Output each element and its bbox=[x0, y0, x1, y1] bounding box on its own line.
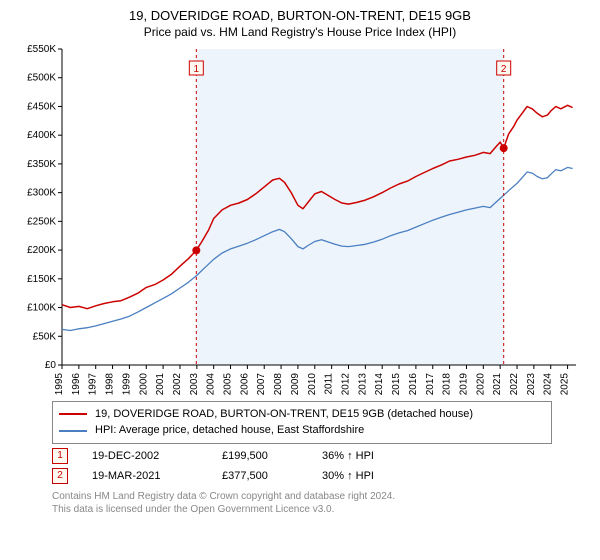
svg-text:£200K: £200K bbox=[27, 245, 56, 256]
svg-text:£0: £0 bbox=[45, 360, 57, 371]
chart-area: £0 £50K £100K £150K £200K £250K £300K £350K £400… bbox=[20, 45, 580, 395]
svg-text:2005: 2005 bbox=[223, 372, 234, 394]
svg-text:£450K: £450K bbox=[27, 101, 56, 112]
legend-swatch bbox=[59, 430, 87, 432]
footer-line1: Contains HM Land Registry data © Crown c… bbox=[52, 490, 590, 503]
svg-text:2006: 2006 bbox=[239, 372, 250, 394]
svg-text:2010: 2010 bbox=[307, 372, 318, 394]
svg-text:£150K: £150K bbox=[27, 274, 56, 285]
legend-row: 19, DOVERIDGE ROAD, BURTON-ON-TRENT, DE1… bbox=[59, 406, 545, 423]
svg-text:2011: 2011 bbox=[324, 372, 335, 394]
sale-marker-badge: 1 bbox=[52, 448, 68, 464]
svg-text:2007: 2007 bbox=[256, 372, 267, 394]
svg-text:2014: 2014 bbox=[374, 372, 385, 394]
svg-text:2016: 2016 bbox=[408, 372, 419, 394]
svg-text:2008: 2008 bbox=[273, 372, 284, 394]
svg-text:2020: 2020 bbox=[475, 372, 486, 394]
svg-text:2009: 2009 bbox=[290, 372, 301, 394]
svg-text:2000: 2000 bbox=[138, 372, 149, 394]
svg-text:2019: 2019 bbox=[458, 372, 469, 394]
svg-text:£250K: £250K bbox=[27, 216, 56, 227]
svg-text:2003: 2003 bbox=[189, 372, 200, 394]
svg-text:2018: 2018 bbox=[442, 372, 453, 394]
footer: Contains HM Land Registry data © Crown c… bbox=[52, 490, 590, 516]
svg-text:2025: 2025 bbox=[560, 372, 571, 394]
svg-text:2004: 2004 bbox=[206, 372, 217, 394]
svg-text:2013: 2013 bbox=[357, 372, 368, 394]
sale-vs-hpi: 36% ↑ HPI bbox=[322, 450, 422, 462]
legend-label: HPI: Average price, detached house, East… bbox=[95, 422, 364, 439]
svg-text:1996: 1996 bbox=[71, 372, 82, 394]
legend-label: 19, DOVERIDGE ROAD, BURTON-ON-TRENT, DE1… bbox=[95, 406, 473, 423]
sale-date: 19-DEC-2002 bbox=[92, 450, 222, 462]
svg-text:1998: 1998 bbox=[105, 372, 116, 394]
sale-marker-badge: 2 bbox=[52, 468, 68, 484]
legend-row: HPI: Average price, detached house, East… bbox=[59, 422, 545, 439]
chart-svg: £0 £50K £100K £150K £200K £250K £300K £350K £400… bbox=[20, 45, 580, 395]
svg-text:£50K: £50K bbox=[33, 331, 57, 342]
svg-text:2022: 2022 bbox=[509, 372, 520, 394]
legend: 19, DOVERIDGE ROAD, BURTON-ON-TRENT, DE1… bbox=[52, 401, 552, 444]
svg-text:2024: 2024 bbox=[543, 372, 554, 394]
legend-swatch bbox=[59, 413, 87, 415]
sales-table: 1 19-DEC-2002£199,50036% ↑ HPI 2 19-MAR-202… bbox=[52, 448, 552, 484]
svg-text:£400K: £400K bbox=[27, 130, 56, 141]
svg-text:1997: 1997 bbox=[88, 372, 99, 394]
sale-price: £199,500 bbox=[222, 450, 322, 462]
svg-text:2012: 2012 bbox=[340, 372, 351, 394]
svg-text:£550K: £550K bbox=[27, 45, 56, 55]
sale-date: 19-MAR-2021 bbox=[92, 470, 222, 482]
svg-text:1: 1 bbox=[194, 64, 200, 75]
footer-line2: This data is licensed under the Open Gov… bbox=[52, 503, 590, 516]
svg-text:2023: 2023 bbox=[526, 372, 537, 394]
chart-subtitle: Price paid vs. HM Land Registry's House … bbox=[10, 25, 590, 39]
svg-text:£350K: £350K bbox=[27, 159, 56, 170]
svg-text:£500K: £500K bbox=[27, 73, 56, 84]
svg-text:2001: 2001 bbox=[155, 372, 166, 394]
svg-text:2015: 2015 bbox=[391, 372, 402, 394]
svg-text:1995: 1995 bbox=[54, 372, 65, 394]
svg-text:1999: 1999 bbox=[121, 372, 132, 394]
sale-row: 1 19-DEC-2002£199,50036% ↑ HPI bbox=[52, 448, 552, 464]
svg-text:2002: 2002 bbox=[172, 372, 183, 394]
svg-text:£100K: £100K bbox=[27, 302, 56, 313]
sale-vs-hpi: 30% ↑ HPI bbox=[322, 470, 422, 482]
chart-title: 19, DOVERIDGE ROAD, BURTON-ON-TRENT, DE1… bbox=[10, 8, 590, 25]
sale-row: 2 19-MAR-2021£377,50030% ↑ HPI bbox=[52, 468, 552, 484]
svg-text:2: 2 bbox=[501, 64, 507, 75]
sale-price: £377,500 bbox=[222, 470, 322, 482]
svg-text:2017: 2017 bbox=[425, 372, 436, 394]
svg-text:2021: 2021 bbox=[492, 372, 503, 394]
page: 19, DOVERIDGE ROAD, BURTON-ON-TRENT, DE1… bbox=[0, 0, 600, 560]
svg-text:£300K: £300K bbox=[27, 188, 56, 199]
